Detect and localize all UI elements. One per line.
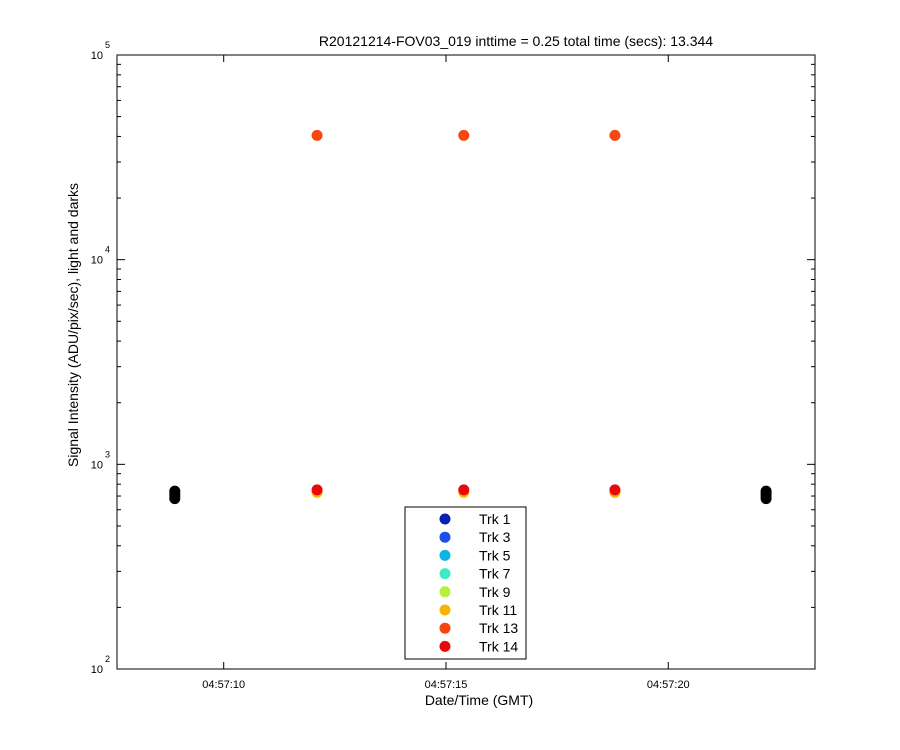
y-tick-exponent: 4 <box>105 245 110 255</box>
x-axis-label: Date/Time (GMT) <box>425 692 533 708</box>
x-tick-label: 04:57:20 <box>647 679 690 691</box>
legend-marker <box>439 604 451 616</box>
legend-marker <box>439 568 451 580</box>
legend-label: Trk 7 <box>479 566 511 582</box>
data-point <box>458 484 470 496</box>
data-point <box>311 484 323 496</box>
data-point <box>609 129 621 141</box>
dark-point <box>169 485 181 497</box>
legend-marker <box>439 586 451 598</box>
legend-marker <box>439 531 451 543</box>
points-layer <box>169 129 772 505</box>
legend-label: Trk 9 <box>479 584 511 600</box>
data-point <box>311 129 323 141</box>
y-tick-label: 10 <box>91 459 103 471</box>
legend-marker <box>439 549 451 561</box>
legend-label: Trk 1 <box>479 511 511 527</box>
legend-marker <box>439 513 451 525</box>
y-axis-label: Signal Intensity (ADU/pix/sec), light an… <box>65 183 81 467</box>
legend-label: Trk 14 <box>479 638 518 654</box>
data-point <box>458 129 470 141</box>
legend: Trk 1 Trk 3 Trk 5 Trk 7 Trk 9 Trk 11 Trk 13 Trk… <box>404 506 527 660</box>
y-tick-label: 10 <box>91 255 103 267</box>
data-point <box>609 484 621 496</box>
legend-label: Trk 5 <box>479 547 511 563</box>
y-tick-label: 10 <box>91 664 103 676</box>
legend-marker <box>439 640 451 652</box>
y-tick-exponent: 5 <box>105 40 110 50</box>
y-tick-exponent: 2 <box>105 654 110 664</box>
legend-label: Trk 13 <box>479 620 518 636</box>
legend-label: Trk 3 <box>479 529 511 545</box>
chart-title: R20121214-FOV03_019 inttime = 0.25 total… <box>319 33 713 49</box>
legend-box <box>404 506 527 660</box>
y-tick-label: 10 <box>91 50 103 62</box>
x-tick-label: 04:57:15 <box>425 679 468 691</box>
plot-frame <box>116 54 816 670</box>
dark-point <box>760 485 772 497</box>
y-tick-exponent: 3 <box>105 449 110 459</box>
legend-marker <box>439 622 451 634</box>
x-tick-label: 04:57:10 <box>202 679 245 691</box>
legend-label: Trk 11 <box>479 602 517 618</box>
